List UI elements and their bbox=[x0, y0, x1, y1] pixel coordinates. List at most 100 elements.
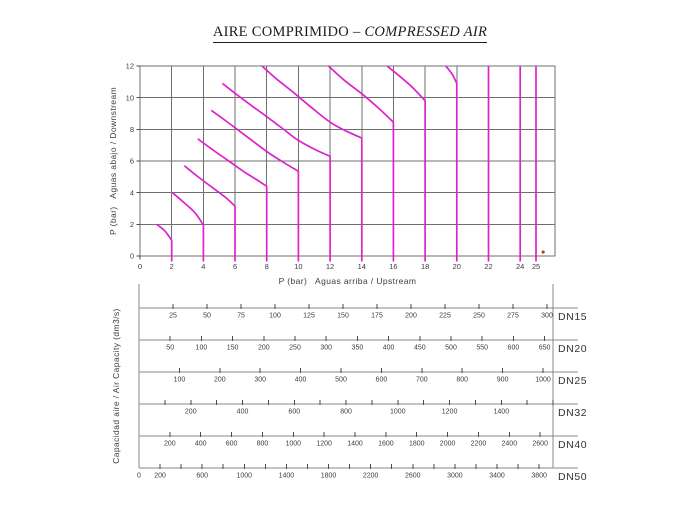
capacity-tick-label: 125 bbox=[303, 313, 315, 320]
dn-size-label: DN40 bbox=[558, 439, 587, 451]
capacity-tick-label: 500 bbox=[335, 377, 347, 384]
capacity-tick-label: 1200 bbox=[442, 409, 458, 416]
x-tick-label: 10 bbox=[294, 262, 302, 271]
capacity-tick-label: 0 bbox=[137, 473, 141, 480]
capacity-tick-label: 600 bbox=[288, 409, 300, 416]
x-tick-label: 2 bbox=[170, 262, 174, 271]
y-tick-label: 4 bbox=[130, 188, 134, 197]
capacity-axis-title: Capacidad aire / Air Capacity (dm3/s) bbox=[111, 308, 121, 464]
capacity-tick-label: 150 bbox=[337, 313, 349, 320]
capacity-tick-label: 50 bbox=[166, 345, 174, 352]
pressure-curve bbox=[156, 223, 173, 262]
x-tick-label: 8 bbox=[265, 262, 269, 271]
capacity-tick-label: 2000 bbox=[440, 441, 456, 448]
capacity-tick-label: 600 bbox=[376, 377, 388, 384]
capacity-tick-label: 600 bbox=[226, 441, 238, 448]
dn-size-label: DN50 bbox=[558, 471, 587, 483]
capacity-tick-label: 50 bbox=[203, 313, 211, 320]
dn-size-label: DN25 bbox=[558, 375, 587, 387]
y-axis-title: P (bar) Aguas abajo / Downstream bbox=[108, 87, 118, 235]
capacity-tick-label: 3800 bbox=[531, 473, 547, 480]
page-title: AIRE COMPRIMIDO – COMPRESSED AIR bbox=[0, 24, 700, 43]
capacity-tick-label: 1400 bbox=[279, 473, 295, 480]
capacity-tick-label: 1200 bbox=[316, 441, 332, 448]
capacity-tick-label: 275 bbox=[507, 313, 519, 320]
capacity-tick-label: 200 bbox=[258, 345, 270, 352]
x-tick-label: 14 bbox=[358, 262, 366, 271]
x-tick-label: 4 bbox=[201, 262, 205, 271]
x-axis-title: P (bar) Aguas arriba / Upstream bbox=[279, 276, 417, 286]
capacity-tick-label: 300 bbox=[254, 377, 266, 384]
capacity-tick-label: 450 bbox=[414, 345, 426, 352]
capacity-tick-label: 225 bbox=[439, 313, 451, 320]
pressure-curve bbox=[197, 138, 268, 262]
capacity-tick-label: 1600 bbox=[378, 441, 394, 448]
pressure-curve bbox=[386, 65, 426, 262]
capacity-tick-label: 400 bbox=[195, 441, 207, 448]
capacity-tick-label: 800 bbox=[340, 409, 352, 416]
title-english: COMPRESSED AIR bbox=[364, 24, 488, 40]
capacity-tick-label: 100 bbox=[196, 345, 208, 352]
capacity-tick-label: 900 bbox=[497, 377, 509, 384]
x-tick-label: 18 bbox=[421, 262, 429, 271]
capacity-tick-label: 3400 bbox=[489, 473, 505, 480]
capacity-tick-label: 1000 bbox=[535, 377, 551, 384]
dn-size-label: DN20 bbox=[558, 343, 587, 355]
capacity-tick-label: 650 bbox=[539, 345, 551, 352]
capacity-tick-label: 1000 bbox=[286, 441, 302, 448]
capacity-tick-label: 800 bbox=[456, 377, 468, 384]
pressure-curve bbox=[221, 82, 331, 262]
capacity-tick-label: 400 bbox=[383, 345, 395, 352]
capacity-tick-label: 100 bbox=[269, 313, 281, 320]
pressure-curve bbox=[445, 65, 458, 262]
y-tick-label: 6 bbox=[130, 157, 134, 166]
capacity-tick-label: 250 bbox=[473, 313, 485, 320]
capacity-tick-label: 25 bbox=[169, 313, 177, 320]
capacity-tick-label: 150 bbox=[227, 345, 239, 352]
capacity-tick-label: 250 bbox=[289, 345, 301, 352]
pressure-curve bbox=[210, 109, 300, 262]
x-tick-label: 12 bbox=[326, 262, 334, 271]
x-tick-label: 24 bbox=[516, 262, 524, 271]
capacity-tick-label: 350 bbox=[352, 345, 364, 352]
capacity-tick-label: 200 bbox=[185, 409, 197, 416]
capacity-tick-label: 1800 bbox=[321, 473, 337, 480]
x-tick-label: 20 bbox=[453, 262, 461, 271]
capacity-tick-label: 100 bbox=[174, 377, 186, 384]
page-title-text: AIRE COMPRIMIDO – COMPRESSED AIR bbox=[212, 24, 488, 43]
capacity-tick-label: 2200 bbox=[471, 441, 487, 448]
title-spanish: AIRE COMPRIMIDO – bbox=[212, 24, 365, 40]
capacity-tick-label: 400 bbox=[237, 409, 249, 416]
capacity-tick-label: 800 bbox=[257, 441, 269, 448]
data-point-marker bbox=[541, 250, 545, 254]
y-tick-label: 8 bbox=[130, 125, 134, 134]
capacity-tick-label: 175 bbox=[371, 313, 383, 320]
x-tick-label: 0 bbox=[138, 262, 142, 271]
x-tick-label: 22 bbox=[484, 262, 492, 271]
x-tick-label: 16 bbox=[389, 262, 397, 271]
capacity-tick-label: 2600 bbox=[405, 473, 421, 480]
capacity-tick-label: 1000 bbox=[390, 409, 406, 416]
capacity-tick-label: 1400 bbox=[347, 441, 363, 448]
pressure-curve bbox=[261, 65, 363, 262]
capacity-tick-label: 2400 bbox=[502, 441, 518, 448]
capacity-tick-label: 400 bbox=[295, 377, 307, 384]
capacity-tick-label: 200 bbox=[164, 441, 176, 448]
capacity-tick-label: 600 bbox=[196, 473, 208, 480]
capacity-tick-label: 300 bbox=[320, 345, 332, 352]
capacity-tick-label: 200 bbox=[214, 377, 226, 384]
capacity-tick-label: 500 bbox=[445, 345, 457, 352]
capacity-tick-label: 2200 bbox=[363, 473, 379, 480]
dn-size-label: DN32 bbox=[558, 407, 587, 419]
capacity-tick-label: 75 bbox=[237, 313, 245, 320]
pressure-curve bbox=[327, 65, 395, 262]
y-tick-label: 10 bbox=[126, 93, 134, 102]
capacity-tick-label: 300 bbox=[541, 313, 553, 320]
capacity-tick-label: 200 bbox=[154, 473, 166, 480]
dn-size-label: DN15 bbox=[558, 311, 587, 323]
capacity-tick-label: 2600 bbox=[532, 441, 548, 448]
y-tick-label: 0 bbox=[130, 252, 134, 261]
capacity-tick-label: 1000 bbox=[237, 473, 253, 480]
